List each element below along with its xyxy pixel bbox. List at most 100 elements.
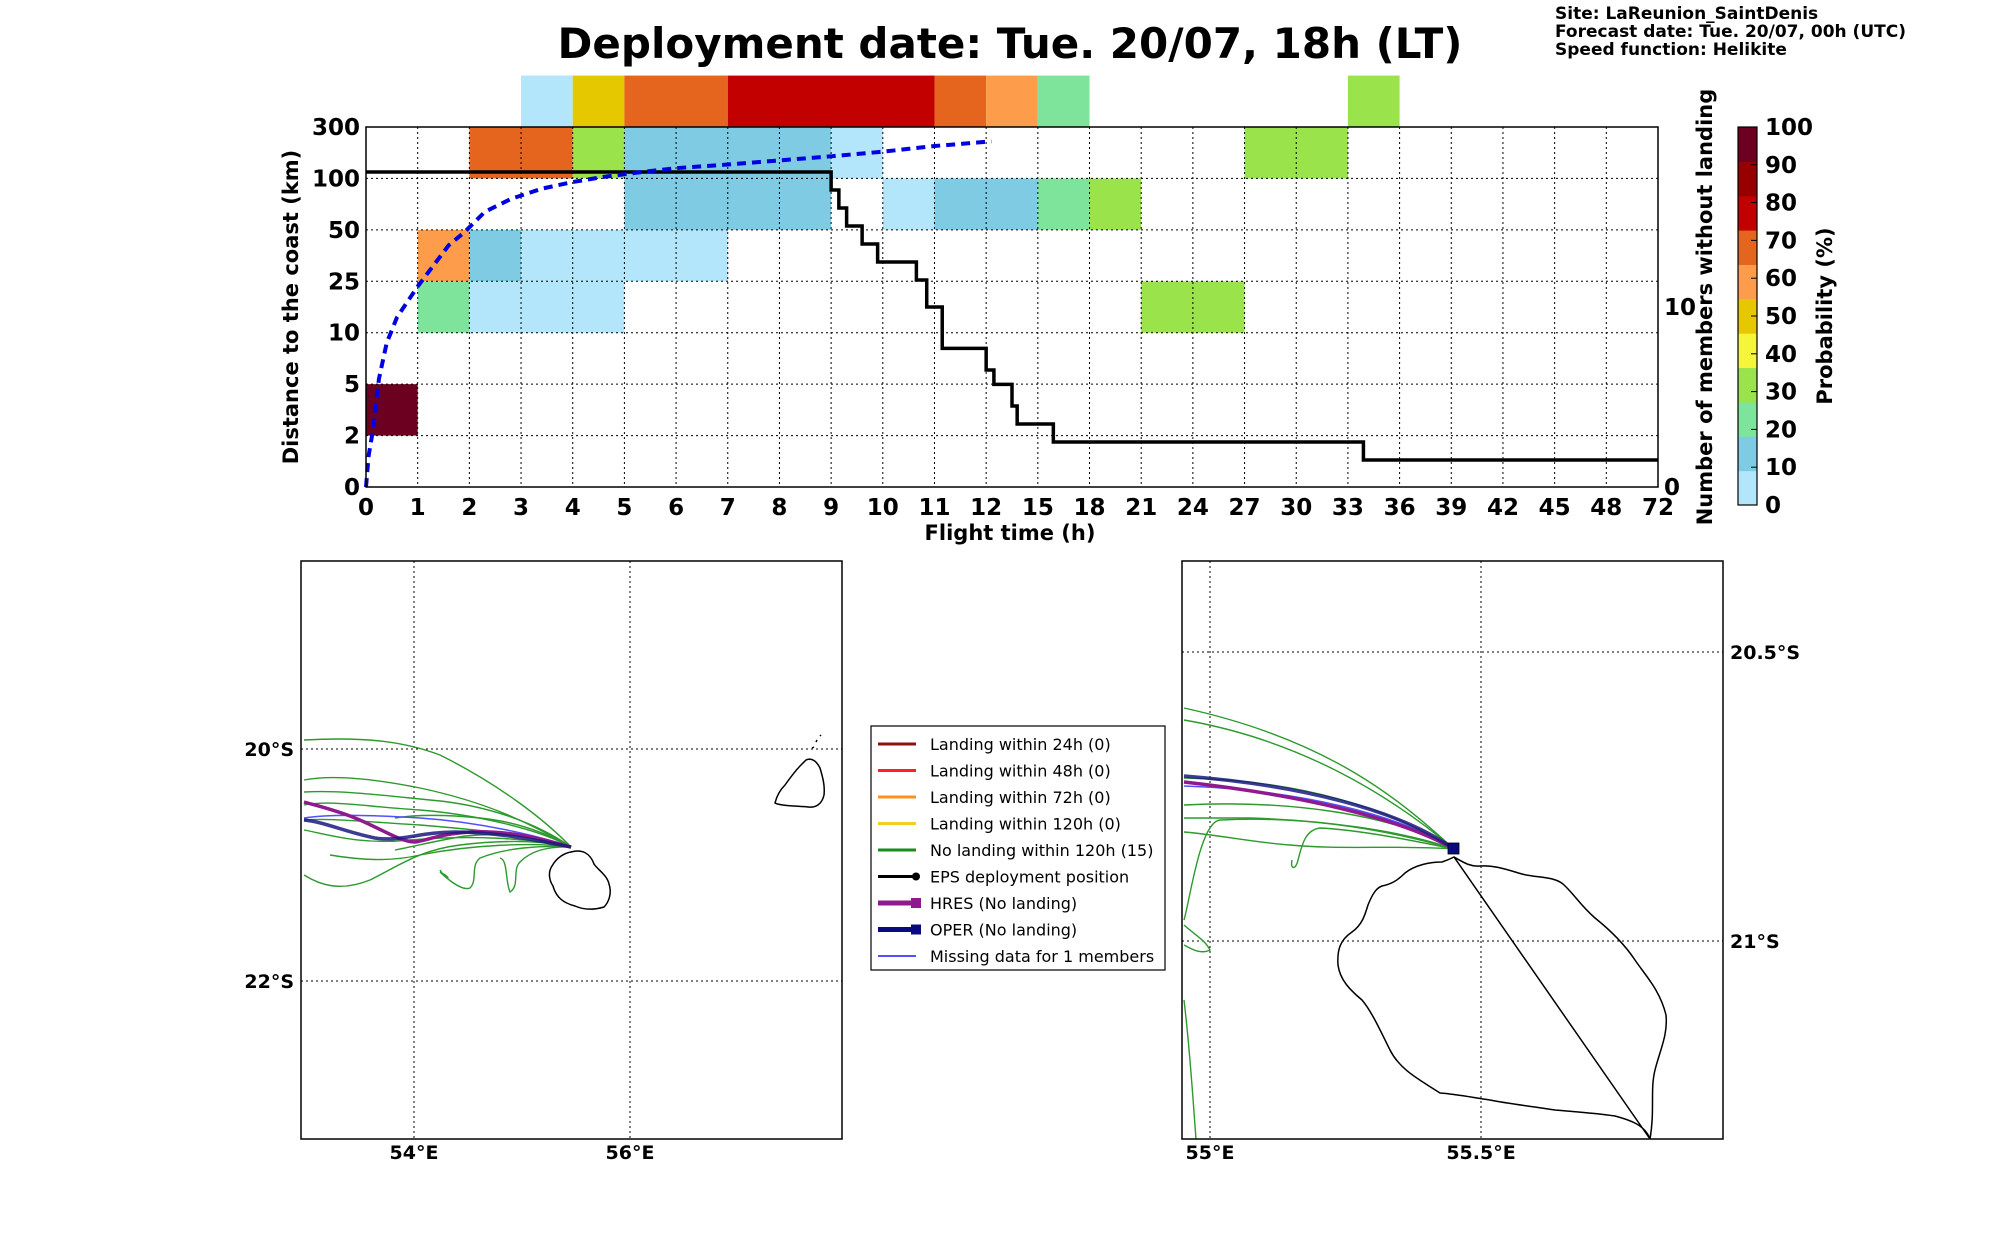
colorbar-tick-50: 50 — [1765, 304, 1797, 330]
y-tick-0: 0 — [344, 475, 360, 501]
regional-track-8 — [439, 845, 572, 890]
mauritius-island-outline — [774, 758, 825, 808]
colorbar-swatch-10 — [1738, 127, 1757, 162]
x-tick-10: 10 — [867, 495, 899, 521]
members-without-landing-line — [366, 170, 1658, 462]
speed-function-label: Speed function: Helikite — [1555, 40, 1787, 60]
regional-oper-track — [303, 818, 572, 849]
x-tick-6: 6 — [668, 495, 684, 521]
x-tick-15: 15 — [1022, 495, 1054, 521]
y-tick-25: 25 — [328, 269, 360, 295]
legend-item-6: HRES (No landing) — [878, 894, 1077, 913]
x-tick-2: 2 — [461, 495, 477, 521]
colorbar-swatch-9 — [1738, 161, 1757, 197]
legend-marker-5 — [912, 872, 920, 881]
legend-marker-7 — [911, 924, 921, 935]
x-tick-33: 33 — [1332, 495, 1364, 521]
heatmap-cell-21 — [1089, 178, 1142, 230]
heatmap-lines — [364, 139, 1658, 488]
regional-lon-tick-56e: 56°E — [606, 1142, 655, 1164]
x-tick-5: 5 — [616, 495, 632, 521]
regional-track-4 — [303, 802, 572, 848]
reunion-island-outline — [548, 850, 611, 910]
deployment-position-marker — [1447, 842, 1460, 855]
colorbar-swatch-6 — [1738, 264, 1757, 300]
y2-axis-label: Number of members without landing — [1693, 89, 1717, 526]
zoom-map: 55°E 55.5°E 20.5°S 21°S — [1181, 560, 1800, 1164]
zoom-map-frame — [1181, 560, 1724, 1140]
x-tick-4: 4 — [565, 495, 581, 521]
heatmap-cell-3 — [469, 281, 625, 333]
x-tick-27: 27 — [1229, 495, 1261, 521]
legend-item-7: OPER (No landing) — [878, 921, 1077, 940]
zoom-oper-track — [1183, 774, 1456, 851]
colorbar-tick-60: 60 — [1765, 266, 1797, 292]
forecast-date-label: Forecast date: Tue. 20/07, 00h (UTC) — [1555, 22, 1906, 42]
regional-lat-tick-20s: 20°S — [244, 739, 294, 761]
heatmap-grid — [366, 127, 1658, 487]
legend-item-2: Landing within 72h (0) — [878, 788, 1111, 807]
legend-item-5: EPS deployment position — [878, 868, 1129, 887]
islet-marks — [811, 734, 822, 749]
x-tick-21: 21 — [1125, 495, 1157, 521]
x-tick-1: 1 — [410, 495, 426, 521]
legend-items: Landing within 24h (0) Landing within 48h… — [878, 735, 1154, 966]
probability-heatmap: 0 1 2 3 4 5 6 7 8 9 10 11 12 15 18 21 24 27 30 33 36 39 42 45 48… — [279, 75, 1717, 545]
y2-tick-labels: 0 10 — [1664, 295, 1696, 501]
x-tick-39: 39 — [1435, 495, 1467, 521]
y-axis-label: Distance to the coast (km) — [279, 150, 303, 465]
colorbar-tick-20: 20 — [1765, 417, 1797, 443]
site-label: Site: LaReunion_SaintDenis — [1555, 4, 1818, 24]
y-tick-10: 10 — [328, 321, 360, 347]
legend: Landing within 24h (0) Landing within 48h… — [870, 725, 1166, 971]
colorbar-label: Probability (%) — [1813, 227, 1837, 404]
regional-map: 54°E 56°E 20°S 22°S — [244, 560, 843, 1164]
legend-label-1: Landing within 48h (0) — [930, 762, 1111, 781]
colorbar-tick-80: 80 — [1765, 191, 1797, 217]
legend-item-0: Landing within 24h (0) — [878, 735, 1111, 754]
legend-label-0: Landing within 24h (0) — [930, 735, 1111, 754]
zoom-map-grid — [1182, 561, 1723, 1139]
y-tick-50: 50 — [328, 218, 360, 244]
colorbar-swatch-2 — [1738, 401, 1757, 437]
y-tick-100: 100 — [312, 166, 360, 192]
legend-item-4: No landing within 120h (15) — [878, 841, 1153, 860]
zoom-track-7 — [1183, 831, 1455, 850]
zoom-track-8 — [1183, 818, 1455, 921]
legend-label-5: EPS deployment position — [930, 868, 1129, 887]
regional-track-10 — [303, 840, 572, 887]
colorbar-swatch-5 — [1738, 298, 1757, 334]
y-tick-2: 2 — [344, 424, 360, 450]
colorbar-tick-90: 90 — [1765, 153, 1797, 179]
colorbar-tick-labels: 0 10 20 30 40 50 60 70 80 90 100 — [1751, 115, 1813, 519]
x-tick-11: 11 — [918, 495, 950, 521]
heatmap-cell-12 — [572, 75, 625, 127]
zoom-lat-tick-21s: 21°S — [1730, 931, 1780, 953]
colorbar-tick-0: 0 — [1765, 493, 1781, 519]
regional-track-12 — [394, 814, 572, 848]
y2-tick-0: 0 — [1664, 475, 1680, 501]
x-tick-8: 8 — [771, 495, 787, 521]
colorbar-tick-70: 70 — [1765, 228, 1797, 254]
regional-lat-tick-22s: 22°S — [244, 971, 294, 993]
regional-map-background — [301, 561, 842, 1139]
legend-item-3: Landing within 120h (0) — [878, 815, 1121, 834]
heatmap-cell-16 — [986, 75, 1038, 127]
chart-title: Deployment date: Tue. 20/07, 18h (LT) — [558, 19, 1463, 68]
heatmap-cell-4 — [469, 229, 522, 282]
heatmap-cell-18 — [882, 178, 935, 230]
heatmap-cell-24 — [1347, 75, 1400, 127]
regional-track-7 — [329, 843, 572, 861]
colorbar-tick-40: 40 — [1765, 342, 1797, 368]
mean-distance-line — [364, 139, 992, 488]
regional-track-1 — [303, 776, 572, 848]
zoom-track-1 — [1183, 707, 1455, 850]
heatmap-cell-7 — [572, 127, 625, 179]
x-tick-24: 24 — [1177, 495, 1209, 521]
colorbar-swatch-4 — [1738, 333, 1757, 369]
colorbar-tick-100: 100 — [1765, 115, 1813, 141]
x-tick-45: 45 — [1539, 495, 1571, 521]
legend-label-2: Landing within 72h (0) — [930, 788, 1111, 807]
